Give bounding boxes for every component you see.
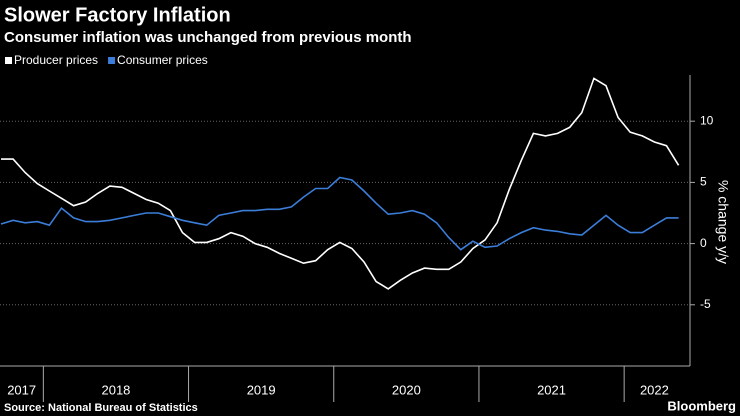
x-tick-label: 2020 <box>392 382 421 397</box>
y-tick-label: 5 <box>700 175 707 189</box>
legend-swatch <box>108 57 116 64</box>
chart-title: Slower Factory Inflation <box>4 4 231 26</box>
x-tick-label: 2017 <box>7 382 36 397</box>
y-axis-label: % change y/y <box>715 180 731 264</box>
brand: Bloomberg <box>667 398 736 413</box>
x-tick-label: 2022 <box>640 382 669 397</box>
line-series <box>1 77 680 290</box>
chart-subtitle: Consumer inflation was unchanged from pr… <box>4 29 412 46</box>
legend-label: Producer prices <box>14 53 98 67</box>
source: Source: National Bureau of Statistics <box>4 402 198 414</box>
x-tick-label: 2018 <box>101 382 130 397</box>
y-tick-label: -5 <box>700 297 711 311</box>
legend-swatch <box>5 57 12 64</box>
x-tick-label: 2021 <box>537 382 566 397</box>
legend-label: Consumer prices <box>117 53 208 67</box>
y-tick-label: 0 <box>700 236 707 250</box>
x-tick-label: 2019 <box>247 382 276 397</box>
y-tick-label: 10 <box>700 113 714 127</box>
line-series <box>0 176 679 251</box>
